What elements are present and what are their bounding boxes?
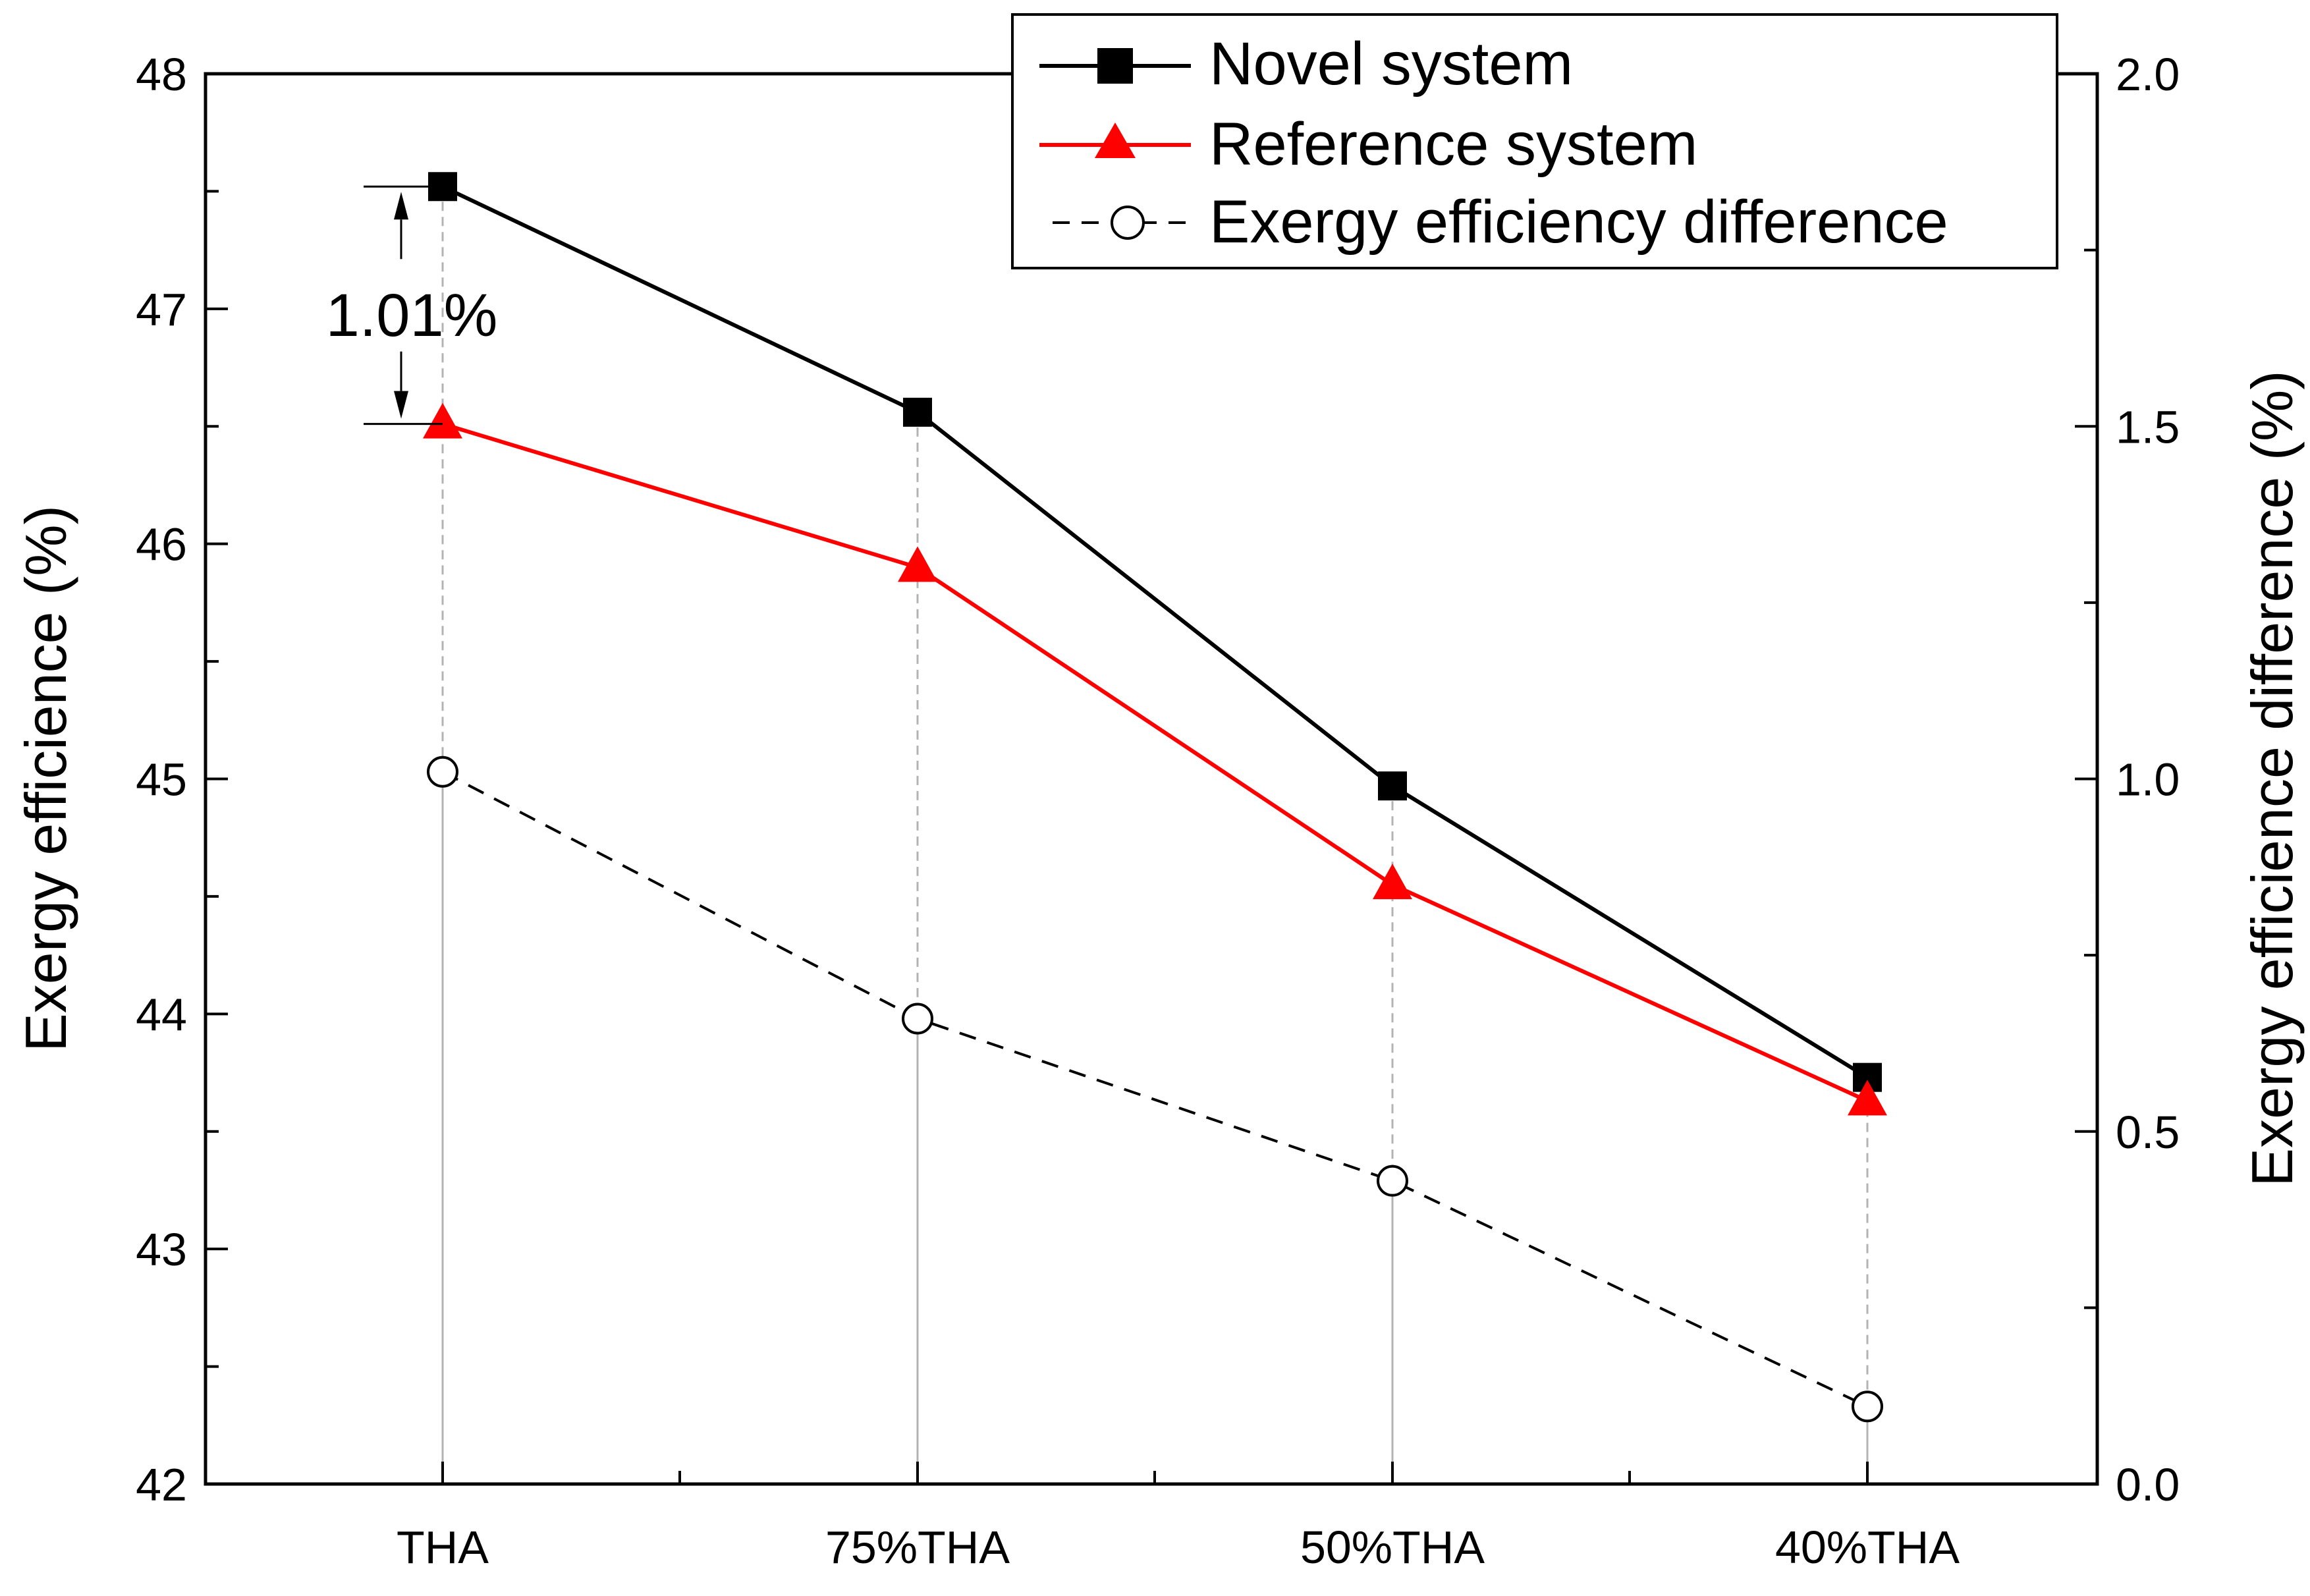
annotation-arrow-down-head	[394, 391, 408, 419]
legend-box	[1011, 13, 2058, 269]
reference-system-marker	[1373, 864, 1412, 900]
y-tick-label: 44	[136, 989, 187, 1040]
guide-lines	[441, 186, 1869, 1484]
annotation-arrow-up-head	[394, 192, 408, 220]
legend-circle-marker	[1111, 206, 1145, 240]
legend-square-marker	[1097, 48, 1133, 84]
legend-item-exergy-difference: Exergy efficiency difference	[1053, 188, 1948, 256]
difference-marker	[427, 756, 458, 788]
series-line-1	[442, 422, 1869, 1103]
x-tick-label: 50%THA	[1300, 1522, 1485, 1573]
series-line-2	[442, 771, 1868, 1408]
difference-marker	[1852, 1390, 1883, 1423]
legend: Novel system Reference system Exergy eff…	[1011, 13, 2058, 269]
reference-system-marker	[898, 546, 937, 582]
axes: Exergy efficience (%) Exergy efficience …	[13, 49, 2305, 1573]
legend-item-novel-system: Novel system	[1039, 30, 1573, 97]
y2-axis-title: Exergy efficience difference (%)	[2240, 370, 2305, 1186]
y-tick-label: 45	[136, 754, 187, 806]
annotation-label: 1.01%	[326, 282, 498, 349]
y2-tick-label: 0.0	[2116, 1459, 2180, 1510]
x-tick-label: 75%THA	[825, 1522, 1010, 1573]
x-tick-label: 40%THA	[1775, 1522, 1960, 1573]
reference-system-marker	[1848, 1080, 1887, 1116]
novel-system-marker	[1378, 771, 1407, 801]
y-axis-title: Exergy efficience (%)	[13, 505, 78, 1052]
y2-tick-label: 2.0	[2116, 49, 2180, 100]
reference-system-marker	[423, 402, 462, 439]
y-tick-label: 43	[136, 1224, 187, 1275]
difference-marker	[1377, 1165, 1408, 1197]
series-markers	[423, 172, 1887, 1423]
legend-label: Exergy efficiency difference	[1209, 188, 1948, 256]
legend-item-reference-system: Reference system	[1039, 111, 1697, 178]
series-line-0	[441, 184, 1869, 1080]
y2-tick-label: 0.5	[2116, 1107, 2180, 1158]
y-tick-label: 42	[136, 1459, 187, 1510]
legend-label: Reference system	[1209, 111, 1697, 178]
legend-label: Novel system	[1209, 30, 1573, 97]
difference-marker	[902, 1003, 933, 1035]
legend-triangle-marker	[1095, 123, 1136, 158]
series-lines	[441, 184, 1869, 1408]
y2-tick-label: 1.5	[2116, 401, 2180, 453]
y-tick-label: 46	[136, 519, 187, 570]
novel-system-marker	[903, 397, 932, 427]
y-tick-label: 47	[136, 284, 187, 335]
y2-tick-label: 1.0	[2116, 754, 2180, 806]
x-tick-label: THA	[397, 1522, 489, 1573]
difference-annotation: 1.01%	[326, 185, 498, 426]
y-tick-label: 48	[136, 49, 187, 100]
